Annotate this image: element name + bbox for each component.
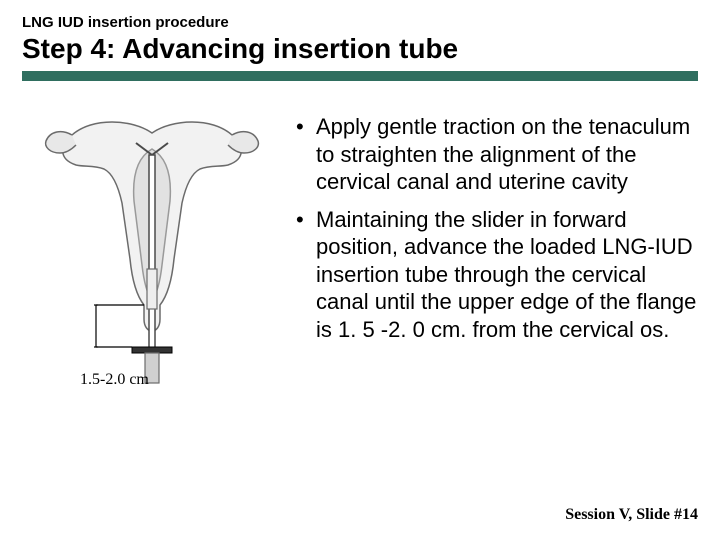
bullet-item: • Apply gentle traction on the tenaculum… xyxy=(294,113,698,196)
slide-header: LNG IUD insertion procedure Step 4: Adva… xyxy=(0,0,720,65)
bullet-column: • Apply gentle traction on the tenaculum… xyxy=(294,109,698,409)
bullet-dot: • xyxy=(294,113,316,196)
measurement-label: 1.5-2.0 cm xyxy=(80,371,149,389)
diagram-svg xyxy=(32,109,272,409)
pretitle: LNG IUD insertion procedure xyxy=(22,14,698,31)
slide-title: Step 4: Advancing insertion tube xyxy=(22,33,698,65)
figure-column: 1.5-2.0 cm xyxy=(22,109,282,409)
anatomy-diagram: 1.5-2.0 cm xyxy=(32,109,272,409)
content-row: 1.5-2.0 cm • Apply gentle traction on th… xyxy=(0,81,720,409)
bullet-item: • Maintaining the slider in forward posi… xyxy=(294,206,698,344)
bullet-text: Maintaining the slider in forward positi… xyxy=(316,206,698,344)
bullet-dot: • xyxy=(294,206,316,344)
bullet-text: Apply gentle traction on the tenaculum t… xyxy=(316,113,698,196)
title-rule xyxy=(22,71,698,81)
slide-footer: Session V, Slide #14 xyxy=(565,506,698,524)
